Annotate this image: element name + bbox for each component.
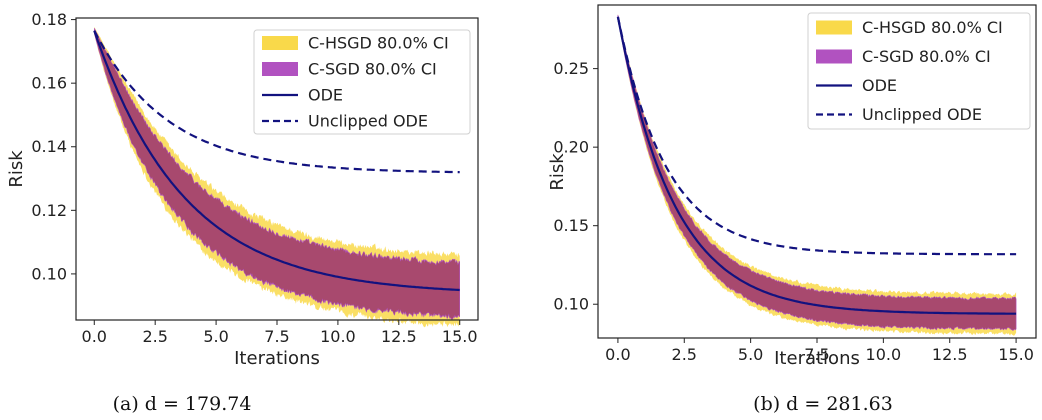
- x-tick-label: 7.5: [264, 327, 289, 346]
- legend-label: ODE: [308, 86, 343, 105]
- c-hsgd-ci-band: [94, 26, 460, 328]
- x-tick-label: 15.0: [998, 345, 1034, 364]
- legend-label: C-HSGD 80.0% CI: [308, 34, 449, 53]
- legend-label: C-SGD 80.0% CI: [862, 47, 991, 66]
- legend-box: [253, 29, 471, 135]
- panel-caption: (b) d = 281.63: [753, 393, 893, 415]
- legend-label: Unclipped ODE: [862, 105, 982, 124]
- y-tick-label: 0.16: [31, 74, 67, 93]
- x-tick-label: 5.0: [203, 327, 228, 346]
- unclipped-ode-line: [93, 30, 460, 174]
- y-tick-label: 0.15: [553, 216, 589, 235]
- c-sgd-ci-band: [94, 28, 460, 320]
- legend: C-HSGD 80.0% CI C-SGD 80.0% CI ODE Unclippe…: [253, 29, 471, 135]
- ode-line: [93, 30, 460, 292]
- x-tick-label: 0.0: [605, 345, 630, 364]
- panel-b: 0.0 2.5 5.0 7.5 10.0 12.5 15.0 0.10 0.15 0.20 0.25…: [547, 4, 1037, 415]
- x-tick-label: 10.0: [866, 345, 902, 364]
- x-tick-label: 7.5: [804, 345, 829, 364]
- y-tick-label: 0.12: [31, 201, 67, 220]
- legend-label: ODE: [862, 76, 897, 95]
- x-tick-label: 5.0: [738, 345, 763, 364]
- y-tick-label: 0.10: [553, 295, 589, 314]
- y-tick-label: 0.18: [31, 10, 67, 29]
- legend-label: Unclipped ODE: [308, 112, 428, 131]
- y-axis-label: Risk: [6, 150, 27, 188]
- legend-swatch-c-hsgd: [816, 20, 852, 35]
- panel-caption: (a) d = 179.74: [113, 393, 252, 415]
- x-axis-label: Iterations: [234, 348, 320, 369]
- panel-a: 0.0 2.5 5.0 7.5 10.0 12.5 15.0 0.10 0.12 0.14 0.16…: [6, 10, 479, 415]
- x-tick-label: 10.0: [320, 327, 356, 346]
- legend-label: C-SGD 80.0% CI: [308, 60, 437, 79]
- y-axis-label: Risk: [547, 153, 568, 191]
- c-sgd-ci-band: [617, 14, 1017, 331]
- unclipped-ode-line: [616, 16, 1017, 256]
- y-tick-label: 0.10: [31, 264, 67, 283]
- y-tick-label: 0.25: [553, 59, 589, 78]
- legend-swatch-c-sgd: [816, 49, 852, 64]
- legend-swatch-c-sgd: [262, 62, 298, 76]
- ode-line: [616, 16, 1017, 315]
- x-tick-label: 2.5: [142, 327, 167, 346]
- x-tick-label: 15.0: [442, 327, 478, 346]
- legend: C-HSGD 80.0% CI C-SGD 80.0% CI ODE Unclippe…: [807, 12, 1031, 130]
- x-tick-label: 2.5: [672, 345, 697, 364]
- legend-box: [807, 12, 1031, 130]
- x-axis-label: Iterations: [774, 348, 860, 369]
- legend-swatch-c-hsgd: [262, 36, 298, 50]
- legend-label: C-HSGD 80.0% CI: [862, 18, 1003, 37]
- y-tick-label: 0.14: [31, 137, 67, 156]
- x-tick-label: 12.5: [381, 327, 417, 346]
- x-tick-label: 0.0: [82, 327, 107, 346]
- x-tick-label: 12.5: [932, 345, 968, 364]
- y-tick-label: 0.20: [553, 138, 589, 157]
